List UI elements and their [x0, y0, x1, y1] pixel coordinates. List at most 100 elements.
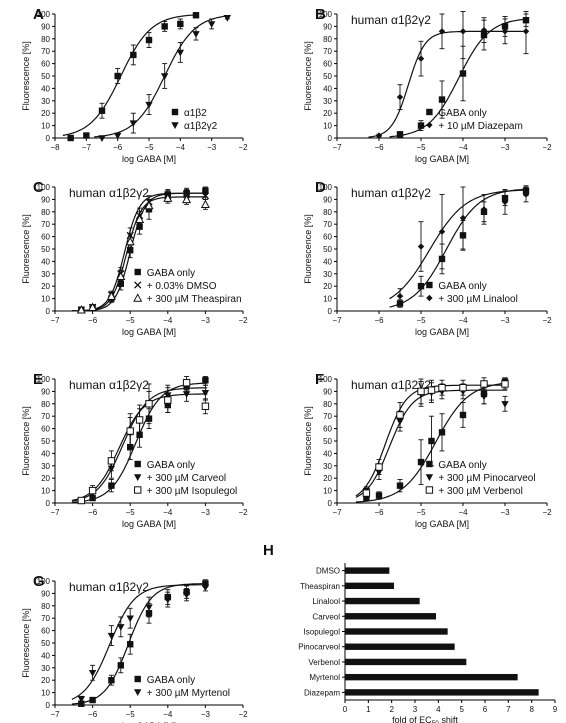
data-point	[480, 393, 488, 401]
panel-d: 0 10 20 30 40 50 60 70 80 90 100 −7 −6 −5 −4 −3 −2 log GA…	[303, 179, 552, 337]
bar	[345, 673, 518, 681]
y-tick-label: 60	[323, 60, 332, 69]
x-tick-label: 7	[506, 705, 511, 714]
data-point	[78, 700, 85, 707]
y-tick-label: 100	[319, 375, 333, 384]
y-tick-label: 0	[46, 134, 51, 143]
x-tick-label: −2	[238, 508, 248, 517]
y-tick-label: 90	[323, 22, 332, 31]
panel-letter: G	[33, 573, 45, 590]
x-tick-label: −3	[201, 508, 211, 517]
y-tick-label: 70	[41, 614, 50, 623]
y-tick-label: 90	[323, 195, 332, 204]
y-tick-label: 70	[41, 47, 50, 56]
legend-entry: GABA only	[147, 675, 195, 686]
data-point	[426, 460, 433, 468]
data-point	[417, 458, 425, 466]
y-tick-label: 0	[328, 307, 333, 316]
data-point	[134, 675, 141, 683]
bar	[345, 658, 467, 666]
data-point	[176, 49, 185, 57]
data-point	[201, 402, 210, 410]
fit-curve	[94, 15, 229, 138]
x-tick-label: −4	[163, 316, 173, 325]
data-point	[522, 191, 530, 198]
fit-curve	[368, 30, 529, 138]
y-tick-label: 30	[41, 664, 50, 673]
y-tick-label: 90	[41, 22, 50, 31]
data-point	[127, 641, 134, 648]
x-tick-label: 0	[343, 705, 348, 714]
y-tick-label: 20	[323, 474, 332, 483]
panel-letter: C	[33, 179, 44, 196]
y-tick-label: 40	[41, 449, 50, 458]
x-axis-label: log GABA [M]	[122, 519, 176, 529]
data-point	[117, 662, 124, 669]
y-tick-label: 60	[41, 233, 50, 242]
data-point	[77, 496, 86, 505]
legend-entry: GABA only	[147, 460, 195, 471]
data-point	[501, 401, 509, 408]
bar	[345, 643, 455, 650]
x-tick-label: −3	[500, 316, 510, 325]
data-point	[164, 396, 172, 404]
x-tick-label: −4	[163, 710, 173, 719]
data-point	[161, 23, 168, 30]
y-tick-label: 10	[41, 689, 50, 698]
x-tick-label: −4	[458, 508, 468, 517]
y-tick-label: 80	[41, 208, 50, 217]
data-point	[88, 670, 97, 677]
panel-e: 0 10 20 30 40 50 60 70 80 90 100 −7 −6 −5 −4 −3 −2 log GA…	[21, 371, 248, 529]
legend: GABA only + 0.03% DMSO + 300 µM Theaspiran	[133, 268, 242, 305]
x-tick-label: −5	[416, 143, 426, 152]
y-tick-label: 90	[41, 195, 50, 204]
y-tick-label: 50	[323, 245, 332, 254]
data-point	[396, 411, 404, 419]
y-tick-label: 100	[37, 183, 51, 192]
data-point	[375, 492, 383, 499]
y-tick-label: 40	[41, 257, 50, 266]
data-point	[127, 247, 134, 254]
data-point	[438, 96, 446, 103]
bar	[345, 567, 390, 574]
data-point	[182, 379, 191, 387]
x-tick-label: −6	[374, 508, 384, 517]
data-point	[77, 696, 86, 703]
y-tick-label: 30	[41, 270, 50, 279]
y-tick-label: 0	[328, 499, 333, 508]
x-tick-label: −5	[126, 508, 136, 517]
y-tick-label: 10	[323, 487, 332, 496]
data-point	[396, 131, 404, 138]
legend-entry: GABA only	[438, 460, 486, 471]
data-point	[459, 383, 467, 392]
y-tick-label: 30	[323, 462, 332, 471]
y-tick-label: 100	[37, 577, 51, 586]
legend: GABA only + 10 µM Diazepam	[426, 108, 523, 132]
legend-entry: GABA only	[438, 281, 486, 292]
x-axis-label: log GABA [M]	[415, 327, 469, 337]
data-point	[134, 268, 141, 276]
data-point	[501, 28, 509, 35]
y-tick-label: 60	[41, 627, 50, 636]
panel-g: 0 10 20 30 40 50 60 70 80 90 100 −7 −6 −5 −4 −3 −2 log GA…	[21, 573, 248, 723]
data-point	[126, 615, 134, 623]
y-tick-label: 70	[323, 220, 332, 229]
y-tick-label: 80	[323, 208, 332, 217]
category-label: Pinocarveol	[298, 643, 340, 652]
x-tick-label: −2	[542, 143, 552, 152]
data-point	[396, 482, 404, 489]
x-tick-label: −6	[88, 710, 98, 719]
category-label: Theaspiran	[300, 582, 340, 591]
x-tick-label: −5	[416, 508, 426, 517]
data-point	[396, 93, 404, 101]
data-point	[134, 474, 142, 481]
y-tick-label: 20	[41, 282, 50, 291]
panel-f: 0 10 20 30 40 50 60 70 80 90 100 −7 −6 −5 −4 −3 −2 log GA…	[303, 371, 552, 529]
y-tick-label: 60	[41, 60, 50, 69]
x-axis-label: log GABA [M]	[122, 327, 176, 337]
data-point	[427, 386, 436, 394]
series-2	[71, 583, 210, 703]
y-tick-label: 0	[328, 134, 333, 143]
data-point	[125, 236, 135, 246]
data-point	[425, 474, 434, 481]
